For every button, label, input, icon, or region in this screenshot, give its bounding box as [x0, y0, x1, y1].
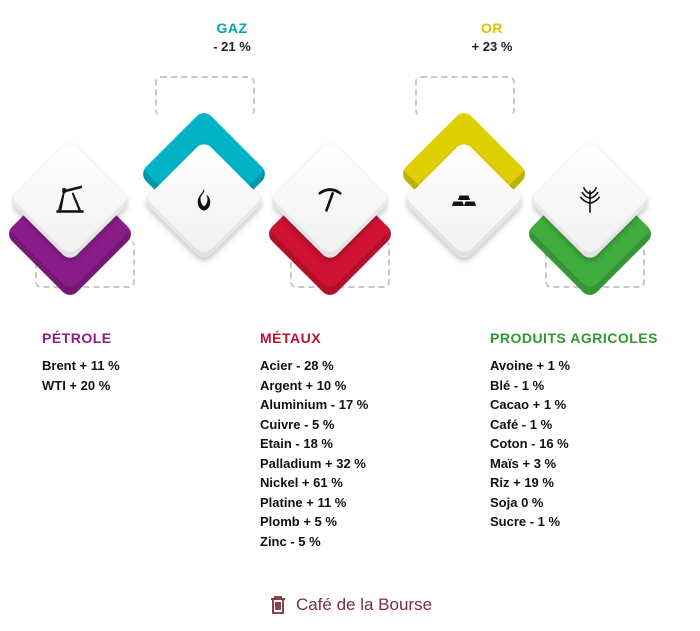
top-label-or: OR + 23 %	[452, 20, 532, 54]
or-name: OR	[452, 20, 532, 36]
diamond-metaux	[260, 108, 400, 308]
gold-bars-icon	[444, 180, 484, 220]
item-agri-5: Maïs + 3 %	[490, 454, 690, 474]
item-metaux-2: Aluminium - 17 %	[260, 395, 440, 415]
col-metaux: MÉTAUX Acier - 28 % Argent + 10 % Alumin…	[260, 330, 440, 551]
item-petrole-0: Brent + 11 %	[42, 356, 182, 376]
item-metaux-0: Acier - 28 %	[260, 356, 440, 376]
heading-agricoles: PRODUITS AGRICOLES	[490, 330, 690, 346]
diamond-agricoles	[520, 108, 660, 308]
footer-text: Café de la Bourse	[296, 595, 432, 615]
diamond-gaz	[134, 108, 274, 308]
item-agri-0: Avoine + 1 %	[490, 356, 690, 376]
wheat-icon	[570, 180, 610, 220]
heading-metaux: MÉTAUX	[260, 330, 440, 346]
item-agri-2: Cacao + 1 %	[490, 395, 690, 415]
item-agri-3: Café - 1 %	[490, 415, 690, 435]
top-label-gaz: GAZ - 21 %	[192, 20, 272, 54]
heading-petrole: PÉTROLE	[42, 330, 182, 346]
item-metaux-9: Zinc - 5 %	[260, 532, 440, 552]
item-metaux-4: Etain - 18 %	[260, 434, 440, 454]
trash-column-icon	[268, 594, 288, 616]
diamond-petrole	[0, 108, 140, 308]
item-agri-1: Blé - 1 %	[490, 376, 690, 396]
item-metaux-1: Argent + 10 %	[260, 376, 440, 396]
item-agri-4: Coton - 16 %	[490, 434, 690, 454]
flame-icon	[184, 180, 224, 220]
item-metaux-5: Palladium + 32 %	[260, 454, 440, 474]
gaz-name: GAZ	[192, 20, 272, 36]
item-petrole-1: WTI + 20 %	[42, 376, 182, 396]
footer-brand: Café de la Bourse	[0, 594, 700, 616]
col-petrole: PÉTROLE Brent + 11 % WTI + 20 %	[42, 330, 182, 395]
item-agri-6: Riz + 19 %	[490, 473, 690, 493]
diamond-or	[394, 108, 534, 308]
gaz-value: - 21 %	[192, 39, 272, 54]
item-metaux-8: Plomb + 5 %	[260, 512, 440, 532]
diamond-row	[0, 108, 700, 308]
item-metaux-6: Nickel + 61 %	[260, 473, 440, 493]
item-agri-7: Soja 0 %	[490, 493, 690, 513]
oil-pump-icon	[50, 180, 90, 220]
col-agricoles: PRODUITS AGRICOLES Avoine + 1 % Blé - 1 …	[490, 330, 690, 532]
item-metaux-3: Cuivre - 5 %	[260, 415, 440, 435]
item-metaux-7: Platine + 11 %	[260, 493, 440, 513]
pickaxe-icon	[310, 180, 350, 220]
or-value: + 23 %	[452, 39, 532, 54]
item-agri-8: Sucre - 1 %	[490, 512, 690, 532]
